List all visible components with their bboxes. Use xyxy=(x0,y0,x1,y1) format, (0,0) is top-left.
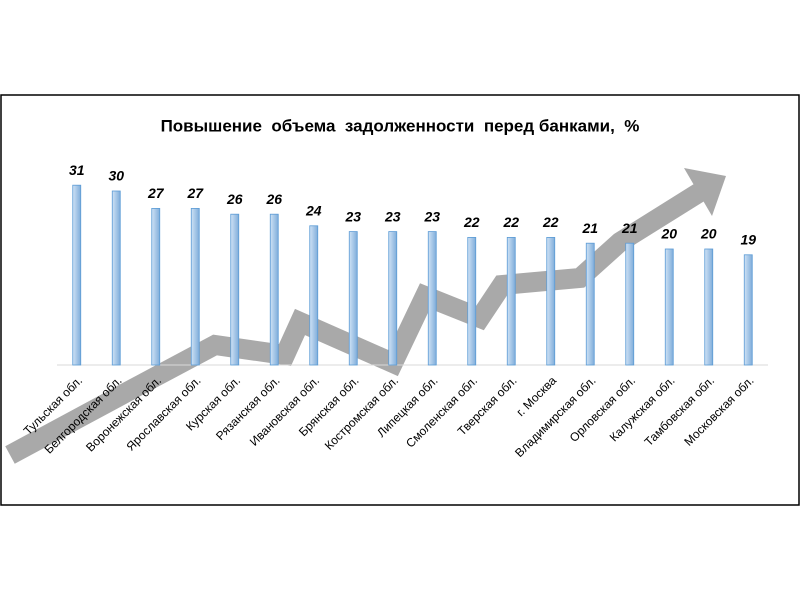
value-label: 26 xyxy=(226,191,243,207)
value-label: 23 xyxy=(344,208,361,224)
value-label: 20 xyxy=(700,226,717,242)
bar xyxy=(664,248,674,366)
bar xyxy=(704,248,714,366)
bar xyxy=(309,225,319,366)
value-label: 21 xyxy=(621,220,638,236)
bar xyxy=(625,242,635,366)
chart-frame xyxy=(0,94,800,506)
bar xyxy=(506,236,516,366)
value-label: 21 xyxy=(581,220,598,236)
value-label: 26 xyxy=(265,191,282,207)
bar xyxy=(190,207,200,366)
bar xyxy=(388,231,398,366)
value-label: 30 xyxy=(108,168,124,184)
chart-title: Повышение объема задолженности перед бан… xyxy=(161,116,640,135)
value-label: 27 xyxy=(186,185,204,201)
value-label: 24 xyxy=(305,203,322,219)
bar xyxy=(269,213,279,366)
value-label: 23 xyxy=(384,208,401,224)
value-label: 31 xyxy=(69,162,85,178)
bar xyxy=(467,236,477,366)
value-label: 27 xyxy=(147,185,165,201)
bar xyxy=(427,231,437,366)
value-label: 23 xyxy=(423,208,440,224)
bar xyxy=(743,254,753,366)
bar xyxy=(546,236,556,366)
bar xyxy=(72,184,82,366)
bar xyxy=(585,242,595,366)
value-label: 22 xyxy=(463,214,480,230)
bar xyxy=(348,231,358,366)
bar xyxy=(111,190,121,366)
value-label: 22 xyxy=(542,214,559,230)
value-label: 19 xyxy=(740,232,756,248)
value-label: 22 xyxy=(502,214,519,230)
bar xyxy=(230,213,240,366)
bar xyxy=(151,207,161,366)
value-label: 20 xyxy=(660,226,677,242)
